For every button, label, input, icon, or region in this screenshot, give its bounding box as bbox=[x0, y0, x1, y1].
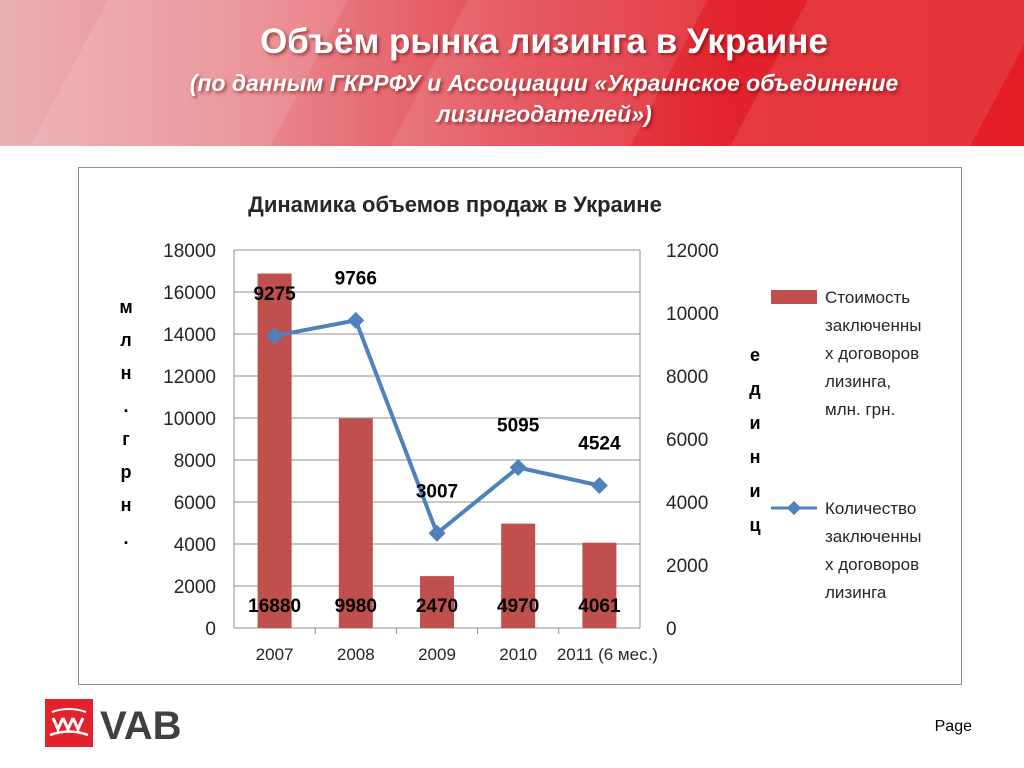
y2-tick-label: 12000 bbox=[666, 241, 719, 262]
y2-tick-label: 8000 bbox=[666, 367, 708, 388]
slide-title: Объём рынка лизинга в Украине bbox=[260, 22, 828, 61]
bar-data-label: 16880 bbox=[248, 596, 301, 617]
x-tick-label: 2011 (6 мес.) bbox=[557, 645, 658, 664]
line-marker bbox=[347, 311, 365, 329]
y2-tick-label: 6000 bbox=[666, 430, 708, 451]
bar-data-label: 2470 bbox=[416, 596, 458, 617]
line-data-label: 5095 bbox=[497, 416, 540, 437]
y2-tick-label: 0 bbox=[666, 619, 677, 640]
bar bbox=[420, 576, 454, 628]
line-data-label: 3007 bbox=[416, 481, 458, 502]
y-tick-label: 6000 bbox=[174, 493, 216, 514]
y-tick-label: 12000 bbox=[163, 367, 216, 388]
y-tick-label: 8000 bbox=[174, 451, 216, 472]
bar-data-label: 4061 bbox=[578, 596, 621, 617]
y-tick-label: 18000 bbox=[163, 241, 216, 262]
vab-logo: VAB bbox=[44, 698, 214, 748]
bar bbox=[582, 542, 617, 628]
line-data-label: 9766 bbox=[335, 268, 377, 289]
slide-subtitle: (по данным ГКРРФУ и Ассоциации «Украинск… bbox=[189, 70, 899, 127]
y2-tick-label: 4000 bbox=[666, 493, 708, 514]
legend-marker bbox=[786, 500, 802, 516]
x-tick-label: 2010 bbox=[499, 645, 537, 664]
line-marker bbox=[509, 459, 527, 476]
chart-title: Динамика объемов продаж в Украине bbox=[248, 192, 662, 217]
line-marker bbox=[266, 327, 284, 345]
bar bbox=[501, 523, 536, 628]
y-tick-label: 2000 bbox=[174, 577, 216, 598]
page-label: Page bbox=[934, 718, 972, 735]
x-tick-label: 2008 bbox=[337, 645, 375, 664]
x-tick-label: 2007 bbox=[256, 645, 294, 664]
line-data-label: 4524 bbox=[578, 433, 621, 454]
chart-frame: Динамика объемов продаж в Украине 0 2000 40… bbox=[78, 167, 962, 685]
y2-tick-label: 2000 bbox=[666, 556, 708, 577]
title-banner: Объём рынка лизинга в Украине (по данным… bbox=[0, 0, 1024, 146]
y-tick-label: 0 bbox=[205, 619, 216, 640]
bar-data-label: 4970 bbox=[497, 596, 539, 617]
y-tick-label: 16000 bbox=[163, 283, 216, 304]
legend-entry-bar: Стоимость заключенны х договоров лизинга, мл… bbox=[825, 288, 921, 419]
line-data-label: 9275 bbox=[253, 284, 296, 305]
bar-data-label: 9980 bbox=[335, 596, 377, 617]
bar bbox=[338, 418, 373, 628]
x-tick-label: 2009 bbox=[418, 645, 456, 664]
legend-entry-line: Количество заключенны х договоров лизинга bbox=[825, 499, 921, 602]
y-tick-label: 14000 bbox=[163, 325, 216, 346]
y-tick-label: 10000 bbox=[163, 409, 216, 430]
legend-swatch-bar bbox=[771, 290, 817, 304]
y2-tick-label: 10000 bbox=[666, 304, 719, 325]
bar bbox=[257, 273, 292, 628]
y-tick-label: 4000 bbox=[174, 535, 216, 556]
chart-svg: Динамика объемов продаж в Украине 0 2000 40… bbox=[119, 192, 921, 664]
line-marker bbox=[428, 524, 446, 542]
line-marker bbox=[590, 477, 608, 494]
svg-text:VAB: VAB bbox=[100, 704, 181, 748]
